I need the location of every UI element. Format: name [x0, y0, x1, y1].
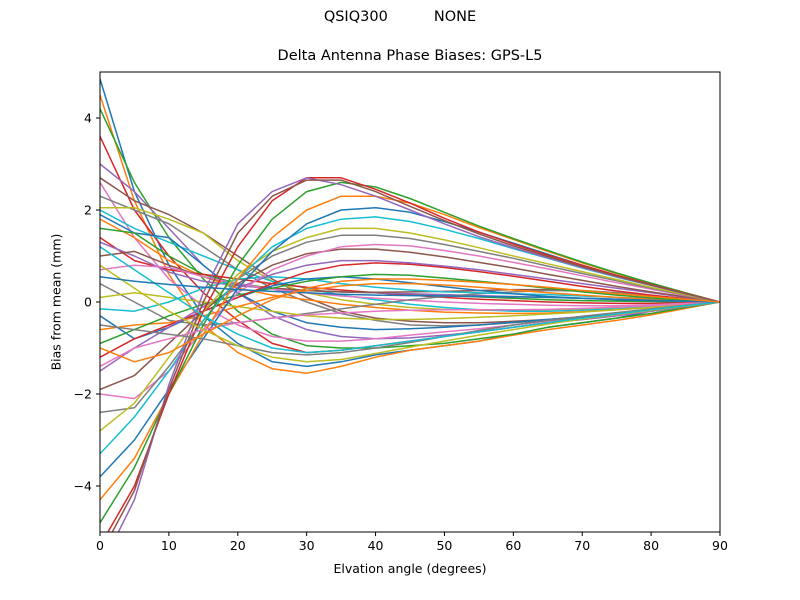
- x-tick-label: 40: [368, 538, 384, 553]
- axes-frame: [99, 71, 721, 533]
- y-tick-label: 0: [84, 295, 92, 310]
- series-line-s36: [111, 179, 720, 532]
- series-line-s25: [100, 259, 720, 372]
- series-line-s35: [117, 177, 720, 532]
- series-group: [100, 78, 720, 532]
- series-line-s34: [107, 177, 720, 532]
- series-line-s42: [100, 278, 720, 363]
- suptitle-right: NONE: [433, 9, 477, 25]
- series-line-s23: [100, 273, 720, 345]
- x-tick-label: 90: [712, 538, 728, 553]
- figure-suptitle: QSIQ300 NONE: [0, 9, 800, 25]
- series-line-s40: [100, 246, 720, 354]
- suptitle-left: QSIQ300: [323, 9, 388, 25]
- y-tick-label: 4: [84, 111, 92, 126]
- y-tick-label: 2: [84, 203, 92, 218]
- series-line-s41: [100, 275, 720, 303]
- y-axis-label: Bias from mean (mm): [48, 233, 64, 371]
- series-line-s3: [100, 108, 720, 349]
- x-tick-label: 80: [643, 538, 659, 553]
- x-tick-label: 60: [505, 538, 521, 553]
- series-line-s2: [100, 94, 720, 375]
- x-tick-label: 70: [574, 538, 590, 553]
- y-tick-label: −4: [74, 479, 92, 494]
- series-line-s38: [100, 301, 720, 356]
- x-tick-label: 10: [161, 538, 177, 553]
- series-line-s10: [100, 209, 720, 312]
- series-line-s32: [100, 195, 720, 501]
- series-line-s33: [100, 181, 720, 524]
- chart-title: Delta Antenna Phase Biases: GPS-L5: [277, 48, 543, 64]
- x-tick-label: 30: [299, 538, 315, 553]
- x-axis-label: Elvation angle (degrees): [333, 561, 487, 576]
- x-tick-label: 0: [96, 538, 104, 553]
- x-tick-label: 50: [436, 538, 452, 553]
- x-tick-label: 20: [230, 538, 246, 553]
- y-tick-label: −2: [74, 387, 92, 402]
